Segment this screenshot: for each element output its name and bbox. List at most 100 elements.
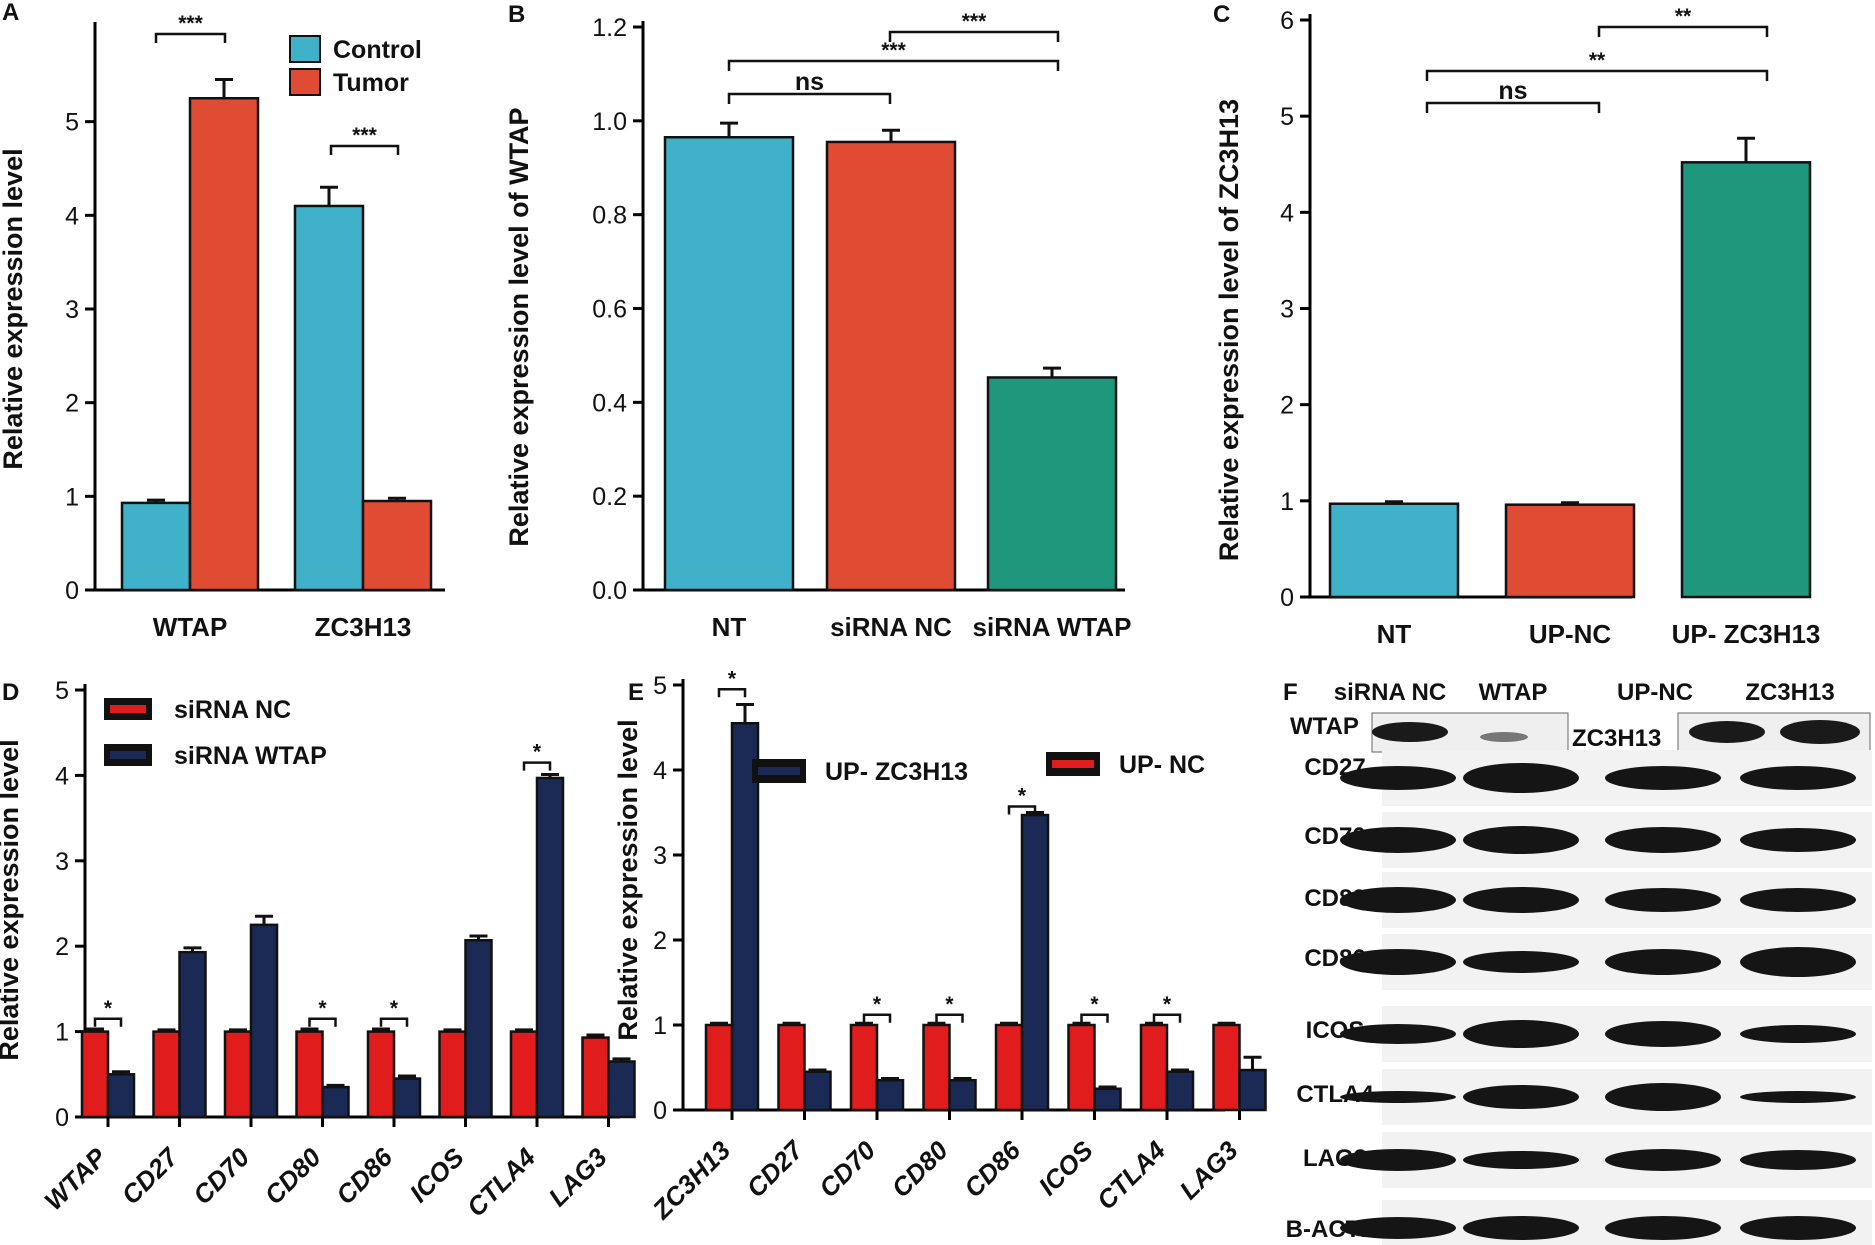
panel-a-xtick-label: ZC3H13 — [315, 612, 412, 642]
panel-f-band — [1689, 721, 1765, 743]
panel-a-label: A — [2, 0, 19, 26]
panel-e-significance: * — [1018, 785, 1027, 808]
panel-a-ytick-label: 4 — [65, 202, 79, 230]
panel-d-series0-bar — [509, 1030, 539, 1119]
panel-e-series1-bar — [803, 1070, 832, 1112]
panel-d-bracket — [93, 1017, 123, 1027]
panel-c-ytick-label: 2 — [1280, 392, 1294, 420]
panel-a-control-bar — [293, 204, 365, 592]
panel-f-band — [1463, 826, 1579, 854]
panel-e-ytick-label: 5 — [653, 672, 667, 700]
panel-a-bracket — [154, 32, 227, 43]
panel-b-xtick-label: NT — [712, 612, 747, 642]
panel-b-bracket — [727, 92, 892, 104]
panel-d-series0-bar — [152, 1030, 181, 1119]
panel-e-xtick-label: ZC3H13 — [646, 1135, 737, 1226]
panel-f-band — [1372, 722, 1448, 742]
panel-e-xtick-label: CTLA4 — [1091, 1135, 1172, 1216]
panel-f-band — [1605, 1149, 1721, 1171]
panel-c: C 0 1 2 3 4 5 6 Relative expression level of ZC3… — [1213, 1, 1820, 649]
panel-a-legend-label: Control — [333, 36, 422, 64]
panel-a-bracket — [329, 144, 400, 155]
panel-c-label: C — [1213, 1, 1230, 28]
panel-b-xtick-label: siRNA NC — [830, 612, 952, 642]
panel-e-bracket — [1152, 1013, 1182, 1023]
panel-c-xtick-label: NT — [1377, 619, 1412, 649]
panel-e-significance: * — [873, 993, 882, 1016]
panel-c-significance: ns — [1498, 77, 1527, 105]
panel-a-legend-swatch — [289, 68, 321, 96]
panel-f-band — [1740, 1025, 1856, 1043]
panel-e-legend-swatch-fill — [1052, 760, 1094, 768]
panel-d-ytick-label: 1 — [55, 1019, 69, 1047]
panel-e-xtick-label: CD86 — [958, 1135, 1027, 1204]
panel-d-xtick-label: CTLA4 — [461, 1142, 542, 1223]
panel-e-significance: * — [945, 993, 954, 1016]
panel-d-series0-bar — [223, 1030, 253, 1119]
panel-d-series0-bar — [295, 1030, 324, 1119]
panel-f-column-label: WTAP — [1479, 679, 1548, 706]
panel-f-band — [1340, 1091, 1456, 1103]
panel-f-band — [1605, 888, 1721, 912]
panel-a-ytick-label: 1 — [65, 483, 79, 511]
panel-a-significance: *** — [352, 124, 377, 147]
panel-f-band — [1340, 887, 1456, 913]
panel-b-bracket — [727, 59, 1060, 71]
panel-e-series1-bar — [1020, 813, 1050, 1112]
panel-f-column-label: ZC3H13 — [1745, 679, 1834, 706]
panel-e-legend-label: UP- NC — [1119, 751, 1205, 779]
panel-e-bracket — [935, 1013, 964, 1023]
panel-c-ytick-label: 5 — [1280, 103, 1294, 131]
panel-c-ytick-label: 0 — [1280, 584, 1294, 612]
panel-d-ytick-label: 2 — [55, 933, 69, 961]
panel-f-band — [1340, 827, 1456, 853]
panel-a-xtick-label: WTAP — [153, 612, 228, 642]
panel-b-bracket — [888, 30, 1060, 42]
panel-d-ytick-label: 5 — [55, 677, 69, 705]
panel-e-bracket — [862, 1013, 892, 1023]
panel-a-ytick-label: 2 — [65, 390, 79, 418]
panel-c-ylabel: Relative expression level of ZC3H13 — [1214, 99, 1244, 561]
panel-e-significance: * — [1163, 993, 1172, 1016]
panel-d-series1-bar — [535, 776, 565, 1119]
panel-e-significance: * — [728, 667, 737, 690]
panel-b-ytick-label: 0.6 — [592, 296, 627, 324]
panel-e-series0-bar — [704, 1023, 734, 1112]
panel-b-significance: *** — [962, 10, 987, 33]
panel-d-series1-bar — [106, 1073, 136, 1119]
panel-f-band — [1740, 947, 1856, 977]
panel-d-xtick-label: CD80 — [259, 1142, 328, 1211]
panel-b-ytick-label: 1.0 — [592, 108, 627, 136]
panel-f-band — [1463, 951, 1579, 973]
panel-c-1-bar — [1504, 503, 1636, 599]
panel-d-label: D — [2, 679, 19, 706]
panel-c-bracket — [1425, 101, 1601, 113]
panel-d-series0-bar — [366, 1030, 396, 1119]
panel-e-ytick-label: 3 — [653, 842, 667, 870]
panel-e-label: E — [628, 679, 644, 706]
panel-f-band — [1463, 887, 1579, 913]
panel-e-series1-bar — [875, 1079, 905, 1112]
panel-d-series1-bar — [392, 1077, 422, 1119]
panel-d-xtick-label: CD86 — [330, 1142, 399, 1211]
panel-f-band — [1480, 732, 1528, 742]
panel-d-xtick-label: WTAP — [38, 1142, 112, 1216]
panel-e-series0-bar — [777, 1023, 806, 1112]
panel-d-series1-bar — [464, 938, 493, 1119]
panel-f-column-label: siRNA NC — [1334, 679, 1446, 706]
panel-f-band — [1340, 1217, 1456, 1239]
panel-f-band — [1463, 1020, 1579, 1048]
panel-a-ytick-label: 0 — [65, 577, 79, 605]
panel-e-series1-bar — [1238, 1068, 1267, 1112]
panel-d-xtick-label: CD70 — [187, 1142, 256, 1211]
panel-d-significance: * — [390, 997, 399, 1020]
panel-d-legend-label: siRNA WTAP — [174, 742, 327, 770]
panel-e-bracket — [717, 688, 747, 698]
panel-c-bracket — [1425, 69, 1769, 81]
panel-d-significance: * — [318, 997, 327, 1020]
panel-c-ytick-label: 4 — [1280, 199, 1294, 227]
panel-a: A 0 1 2 3 4 5 Relative expression level WTAP ZC3H… — [0, 0, 445, 642]
panel-e-series0-bar — [1212, 1023, 1241, 1112]
panel-b-0-bar — [663, 136, 795, 592]
